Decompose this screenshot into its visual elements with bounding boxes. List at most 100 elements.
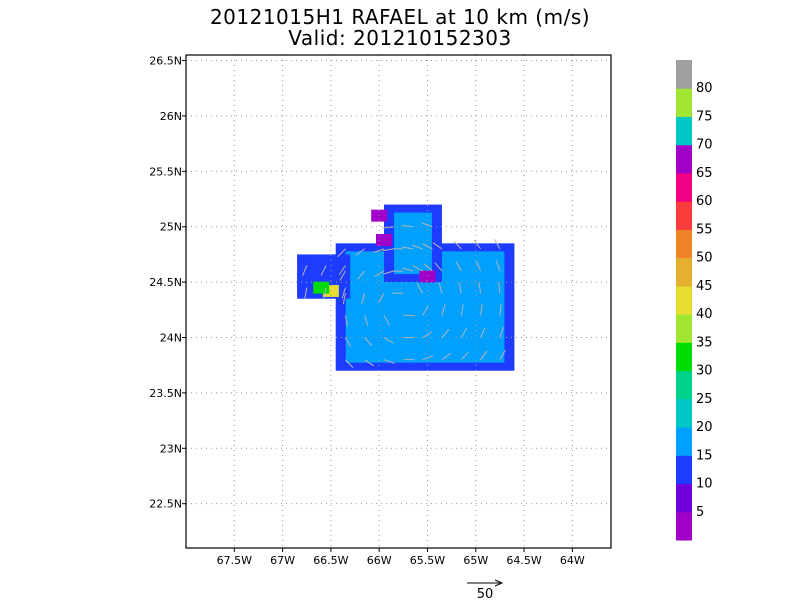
wind-vector-64	[302, 265, 308, 276]
wind-vector-36	[460, 351, 470, 361]
wind-vector-47	[473, 239, 482, 250]
y-axis-ticks: 22.5N 23N 23.5N 24N 24.5N 25N 25.5N 26N 26.5N	[149, 55, 186, 511]
wind-vector-57	[402, 267, 414, 272]
colorbar-label-15: 80	[696, 81, 713, 96]
wind-vector-34	[434, 262, 443, 272]
wind-vector-52	[495, 260, 501, 272]
colorbar-label-2: 15	[696, 448, 713, 463]
wind-cell-2	[376, 234, 393, 247]
wind-vector-68	[338, 265, 346, 275]
wind-vector-31	[441, 328, 450, 338]
colorbar-swatch-7	[676, 314, 692, 343]
wind-vector-46	[475, 260, 482, 272]
colorbar-swatch-15	[676, 88, 692, 117]
wind-vector-42	[480, 350, 488, 360]
colorbar-label-14: 75	[696, 109, 713, 124]
x-tick-label-6: 64.5W	[506, 554, 541, 567]
colorbar-swatch-13	[676, 144, 692, 174]
wind-vector-29	[412, 244, 423, 250]
wind-vector-27	[416, 283, 424, 294]
colorbar-swatch-10	[676, 229, 692, 259]
wind-vector-14	[383, 315, 390, 326]
wind-vector-6	[364, 359, 375, 367]
wind-vector-38	[460, 304, 464, 316]
colorbar-label-7: 40	[696, 307, 713, 322]
wind-vector-62	[421, 222, 433, 228]
reference-vector-head	[494, 579, 504, 587]
wind-vector-67	[341, 287, 346, 299]
wind-vector-25	[422, 331, 433, 338]
colorbar-label-4: 25	[696, 392, 713, 407]
wind-vector-53	[494, 239, 501, 250]
colorbar-label-13: 70	[696, 138, 713, 153]
colorbar: 5 10 15 20 25 30 35 40 45 50 55 60 65 70 75 80	[676, 60, 713, 541]
wind-vector-5	[337, 248, 346, 258]
wind-vector-45	[478, 282, 482, 294]
y-tick-label-2: 23.5N	[149, 387, 182, 400]
colorbar-label-8: 45	[696, 279, 713, 294]
wind-vector-2	[344, 315, 348, 327]
wind-vector-13	[383, 337, 394, 344]
colorbar-swatch-2	[676, 455, 692, 485]
colorbar-swatch-12	[676, 172, 692, 202]
wind-cell-3	[419, 270, 436, 283]
wind-vector-41	[453, 240, 462, 250]
reference-vector-label: 50	[477, 587, 494, 600]
wind-vector-60	[423, 263, 433, 272]
wind-vector-15	[378, 292, 385, 303]
wind-vector-16	[374, 270, 385, 277]
y-tick-label-3: 24N	[160, 332, 182, 345]
wind-vector-55	[382, 248, 394, 252]
wind-vector-3	[342, 293, 346, 305]
x-tick-label-3: 66W	[367, 554, 392, 567]
colorbar-swatch-14	[676, 116, 692, 146]
y-tick-label-4: 24.5N	[149, 276, 182, 289]
colorbar-label-9: 50	[696, 251, 713, 266]
wind-vector-33	[438, 282, 443, 294]
colorbar-swatch-3	[676, 427, 692, 456]
wind-vector-44	[480, 304, 483, 316]
wind-vector-32	[441, 304, 446, 316]
colorbar-swatch-6	[676, 342, 692, 372]
colorbar-label-0: 5	[696, 505, 704, 520]
colorbar-label-5: 30	[696, 364, 713, 379]
y-tick-label-8: 26.5N	[149, 55, 182, 68]
wind-vectors	[302, 222, 506, 368]
grid-lines	[186, 55, 611, 548]
wind-vector-61	[422, 243, 433, 250]
wind-vector-37	[460, 327, 468, 338]
y-tick-label-0: 22.5N	[149, 498, 182, 511]
colorbar-swatch-8	[676, 285, 692, 315]
colorbar-swatch-0	[676, 511, 692, 541]
y-tick-label-6: 25.5N	[149, 165, 182, 178]
wind-vector-24	[422, 355, 434, 361]
y-tick-label-7: 26N	[160, 110, 182, 123]
colorbar-label-10: 55	[696, 222, 713, 237]
wind-vector-66	[320, 265, 327, 276]
wind-vector-10	[357, 270, 366, 280]
y-tick-label-1: 23N	[160, 442, 182, 455]
wind-vector-43	[480, 327, 486, 338]
wind-vector-54	[382, 270, 394, 275]
wind-vector-8	[364, 315, 369, 327]
wind-field	[297, 204, 515, 371]
wind-vector-40	[455, 261, 462, 272]
wind-vector-50	[499, 304, 502, 316]
wind-vector-17	[373, 248, 385, 253]
x-tick-label-7: 64W	[560, 554, 585, 567]
x-tick-label-0: 67.5W	[217, 554, 252, 567]
plot-frame	[185, 54, 612, 549]
wind-vector-9	[361, 293, 366, 304]
x-tick-label-4: 65.5W	[410, 554, 445, 567]
colorbar-swatch-11	[676, 201, 692, 230]
wind-vector-39	[458, 282, 462, 294]
y-tick-label-5: 25N	[160, 221, 182, 234]
wind-vector-12	[383, 359, 395, 364]
wind-vector-35	[432, 242, 443, 250]
wind-vector-58	[402, 246, 414, 250]
colorbar-label-6: 35	[696, 335, 713, 350]
wind-vector-51	[498, 282, 501, 294]
wind-vector-11	[355, 248, 365, 256]
x-tick-label-2: 66.5W	[313, 554, 348, 567]
